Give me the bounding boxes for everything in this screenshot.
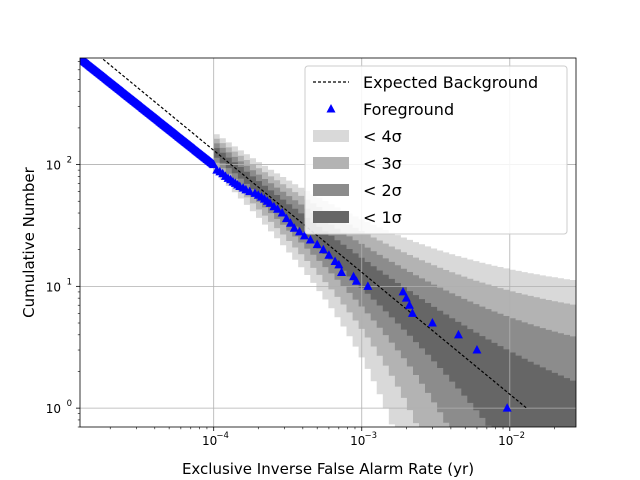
foreground-point — [318, 244, 328, 254]
expected-background-line — [100, 58, 528, 409]
x-tick-label: 10 — [202, 434, 217, 448]
legend-label-4-sigma: < 4σ — [363, 127, 402, 146]
foreground-point — [334, 259, 344, 269]
legend-symbol-3-sigma — [313, 157, 349, 169]
foreground-point — [401, 293, 411, 302]
legend-label-3-sigma: < 3σ — [363, 154, 402, 173]
y-tick-label: 10 — [46, 402, 61, 416]
legend-symbol-1-sigma — [313, 211, 349, 223]
x-tick-label: 10 — [350, 434, 365, 448]
foreground-point — [398, 286, 408, 296]
x-axis-label: Exclusive Inverse False Alarm Rate (yr) — [182, 460, 474, 478]
legend-label-1-sigma: < 1σ — [363, 208, 402, 227]
x-tick-label: 10 — [498, 434, 513, 448]
legend-label-expected-background: Expected Background — [363, 73, 538, 92]
foreground-point — [273, 204, 283, 213]
foreground-point — [453, 329, 463, 339]
legend-symbol-4-sigma — [313, 130, 349, 142]
foreground-point — [337, 267, 347, 276]
foreground-point — [363, 281, 373, 290]
y-axis-label: Cumulative Number — [20, 166, 38, 317]
foreground-series — [80, 58, 512, 412]
foreground-point — [404, 300, 414, 309]
y-tick-exponent: 1 — [67, 277, 72, 287]
foreground-point — [289, 223, 299, 232]
foreground-point — [312, 239, 322, 249]
y-tick-label: 10 — [46, 280, 61, 294]
legend-symbol-foreground — [326, 104, 336, 113]
x-tick-exponent: −4 — [216, 431, 229, 441]
foreground-point — [407, 308, 417, 317]
foreground-point — [299, 230, 309, 240]
sigma-bands — [213, 134, 576, 427]
y-tick-label: 10 — [46, 159, 61, 173]
expected-background-series — [100, 58, 528, 409]
foreground-point — [277, 208, 287, 217]
foreground-point — [351, 276, 361, 285]
legend-label-foreground: Foreground — [363, 100, 454, 119]
legend: Expected Background Foreground < 4σ < 3σ… — [304, 65, 568, 235]
foreground-point — [472, 345, 482, 354]
foreground-point — [209, 159, 219, 169]
y-tick-exponent: 0 — [67, 399, 72, 409]
x-tick-exponent: −2 — [513, 431, 526, 441]
foreground-point — [265, 198, 275, 207]
foreground-point — [295, 226, 305, 236]
axis-ticks: 10 −4 10 −3 10 −210 010 110 2 — [46, 61, 555, 448]
foreground-point — [324, 250, 334, 259]
foreground-point — [245, 186, 255, 196]
legend-label-2-sigma: < 2σ — [363, 181, 402, 200]
foreground-point — [305, 235, 315, 244]
x-tick-exponent: −3 — [364, 431, 377, 441]
band-1-sigma — [213, 148, 576, 427]
y-tick-exponent: 2 — [67, 156, 72, 166]
plot-frame — [79, 57, 577, 428]
foreground-point — [427, 318, 437, 327]
foreground-point — [281, 213, 291, 223]
legend-symbol-2-sigma — [313, 184, 349, 196]
foreground-point — [502, 403, 512, 412]
foreground-point — [285, 218, 295, 227]
legend-frame — [304, 65, 568, 235]
